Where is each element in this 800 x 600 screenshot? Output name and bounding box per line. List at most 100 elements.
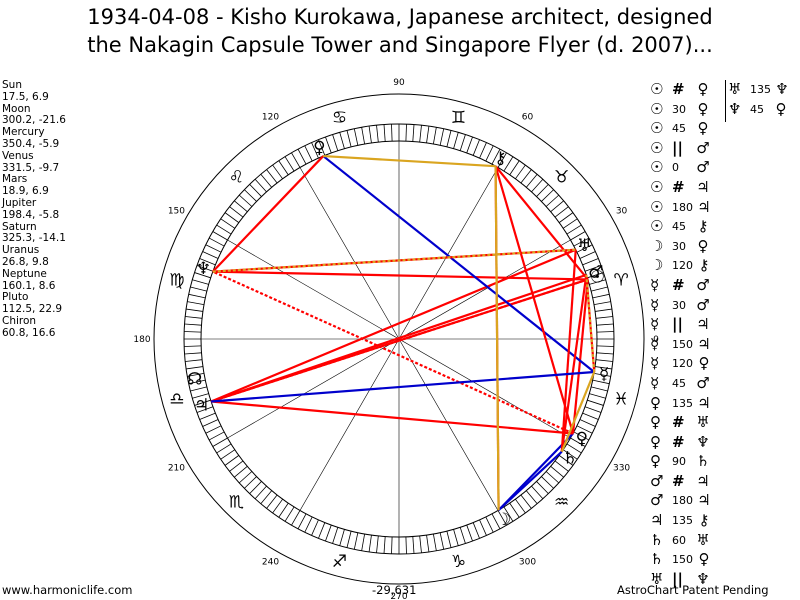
aspect-row: ☿ || ♃ xyxy=(650,315,715,335)
degree-tick xyxy=(412,124,415,142)
aspect-line xyxy=(571,279,589,434)
aspect-line xyxy=(494,165,589,281)
degree-tick xyxy=(368,126,372,143)
degree-tick xyxy=(278,160,289,176)
position-name: Moon xyxy=(2,102,31,115)
aspect-line xyxy=(322,155,595,373)
aspect-planet-b: ♆ xyxy=(696,569,710,588)
degree-tick xyxy=(562,218,578,229)
aspect-planet-a: ♄ xyxy=(650,530,664,549)
degree-tick xyxy=(593,372,611,377)
degree-tick xyxy=(184,345,202,347)
aspect-line xyxy=(212,270,588,281)
degree-tick xyxy=(472,139,480,156)
degree-tick xyxy=(249,481,262,494)
position-name: Venus xyxy=(2,149,34,162)
aspect-row: ☉ 30 ♀ xyxy=(650,100,715,120)
degree-tick xyxy=(446,531,452,548)
parallel-symbol: # xyxy=(672,177,685,196)
degree-tick xyxy=(576,425,593,434)
parallel-symbol: || xyxy=(672,138,683,157)
degree-tick xyxy=(439,128,445,146)
degree-label: 330 xyxy=(613,464,630,474)
degree-tick xyxy=(272,164,283,180)
aspect-row: ☽ 120 ⚷ xyxy=(650,256,715,276)
degree-tick xyxy=(596,331,614,333)
degree-tick xyxy=(587,399,604,406)
degree-tick xyxy=(525,490,538,504)
parallel-symbol: # xyxy=(672,413,685,432)
degree-tick xyxy=(485,145,494,162)
degree-tick xyxy=(353,128,359,146)
position-name: Pluto xyxy=(2,291,29,304)
degree-tick xyxy=(596,352,614,355)
degree-tick xyxy=(346,531,352,548)
aspect-row: ☉ || ♂ xyxy=(650,139,715,159)
degree-tick xyxy=(531,485,544,500)
degree-tick xyxy=(593,301,611,306)
aspect-planet-b: ♂ xyxy=(696,373,710,392)
position-value: 350.4, -5.9 xyxy=(2,137,60,150)
aspect-row: ☉ 0 ♂ xyxy=(650,158,715,178)
planet-glyph-icon: ♄ xyxy=(562,448,577,468)
degree-tick xyxy=(184,331,202,333)
aspect-divider xyxy=(725,80,726,122)
degree-tick xyxy=(432,127,437,145)
degree-tick xyxy=(595,316,613,319)
aspect-planet-a: ♀ xyxy=(650,413,661,432)
degree-tick xyxy=(466,136,473,154)
degree-tick xyxy=(199,412,216,420)
degree-tick xyxy=(497,152,507,168)
degree-tick xyxy=(291,152,301,168)
aspect-row: ♄ 60 ♅ xyxy=(650,531,715,551)
zodiac-sign-icon: ♓ xyxy=(614,390,629,410)
aspect-row: ♀ # ♅ xyxy=(650,413,715,433)
degree-tick xyxy=(419,535,422,553)
degree-tick xyxy=(185,316,203,319)
aspect-angle: 45 xyxy=(672,376,686,390)
degree-tick xyxy=(205,244,222,253)
aspect-planet-b: ♀ xyxy=(697,80,709,98)
aspect-planet-a: ☉ xyxy=(650,177,664,196)
degree-tick xyxy=(216,443,232,454)
aspect-planet-b: ⚷ xyxy=(698,256,710,275)
planet-glyph-icon: ♃ xyxy=(194,396,209,416)
aspect-planet-b: ♃ xyxy=(696,177,710,196)
position-value: 325.3, -14.1 xyxy=(2,232,66,245)
aspect-row: ♄ 150 ♀ xyxy=(650,550,715,570)
degree-tick xyxy=(234,200,248,213)
aspect-planet-b: ♂ xyxy=(696,158,710,177)
aspect-angle: 135 xyxy=(672,396,693,410)
degree-tick xyxy=(202,251,219,259)
degree-tick xyxy=(229,206,244,218)
aspect-planet-b: ♀ xyxy=(697,99,709,118)
degree-tick xyxy=(459,527,466,544)
degree-tick xyxy=(419,125,422,143)
aspect-planet-a: ☉ xyxy=(650,197,664,216)
aspect-planet-b: ♃ xyxy=(696,471,710,490)
degree-tick xyxy=(595,308,612,312)
degree-tick xyxy=(558,212,574,223)
planet-glyph-icon: ☿ xyxy=(599,365,609,385)
position-value: 18.9, 6.9 xyxy=(2,185,49,198)
degree-tick xyxy=(208,237,225,247)
aspect-angle: 45 xyxy=(672,220,686,234)
aspect-planet-b: ♃ xyxy=(697,334,711,353)
degree-tick xyxy=(212,231,228,241)
degree-tick xyxy=(190,286,207,292)
degree-tick xyxy=(254,485,267,500)
aspect-row: ♀ 90 ♄ xyxy=(650,452,715,472)
degree-tick xyxy=(595,366,612,370)
aspect-planet-b: ♀ xyxy=(698,550,710,569)
aspect-angle: 30 xyxy=(672,239,686,253)
degree-tick xyxy=(244,189,257,202)
zodiac-sign-icon: ♒ xyxy=(554,493,569,513)
planet-glyph-icon: ♂ xyxy=(588,263,603,283)
degree-tick xyxy=(318,139,326,156)
degree-tick xyxy=(536,481,549,494)
degree-tick xyxy=(278,502,289,518)
degree-tick xyxy=(509,160,520,176)
degree-tick xyxy=(592,293,610,299)
degree-tick xyxy=(184,352,202,355)
